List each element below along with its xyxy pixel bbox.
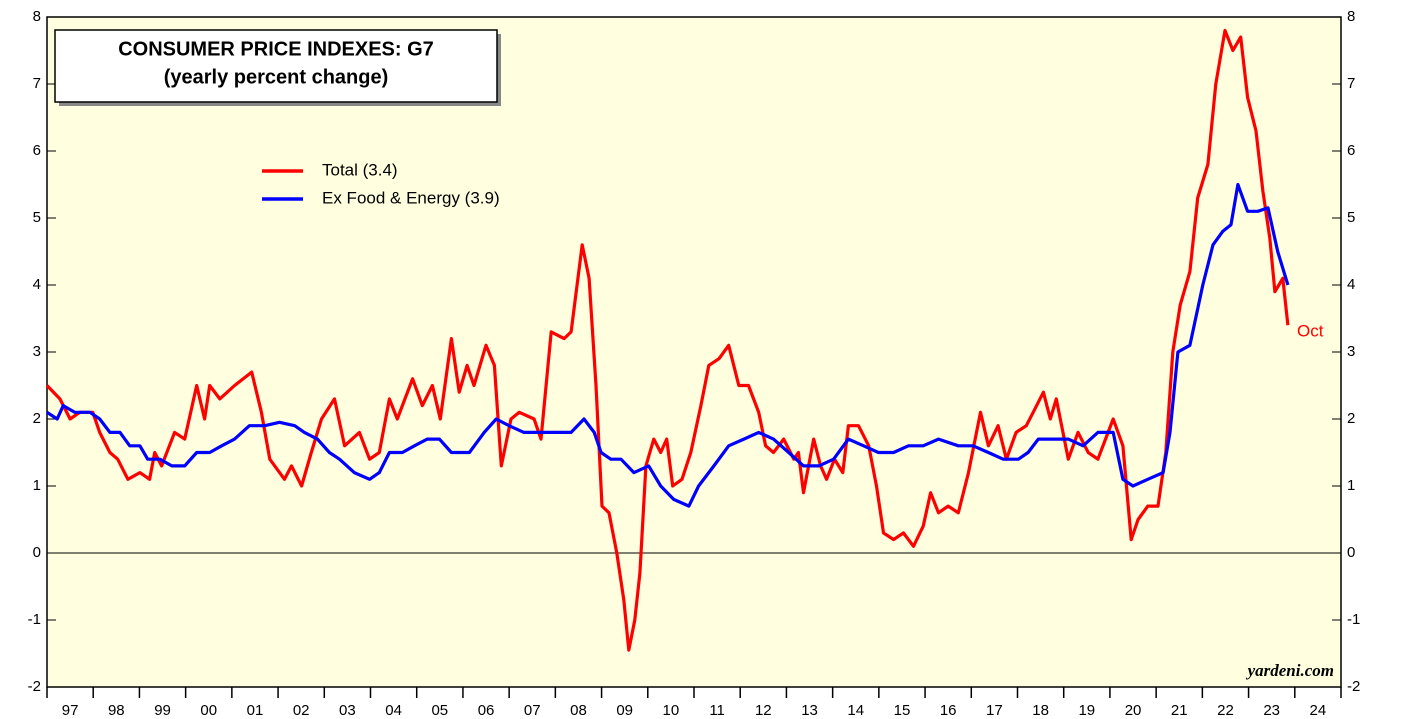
y2-tick-label: 8 xyxy=(1347,8,1355,25)
x-tick-label: 23 xyxy=(1263,702,1280,719)
y2-tick-label: 4 xyxy=(1347,276,1355,293)
y2-tick-label: 7 xyxy=(1347,75,1355,92)
y2-tick-label: 3 xyxy=(1347,343,1355,360)
legend-label: Total (3.4) xyxy=(322,160,398,179)
axes: -2 -2-1 -10 01 12 23 34 45 56 67 78 897 98 99 00 01 02 03… xyxy=(28,8,1361,719)
x-tick-label: 18 xyxy=(1032,702,1049,719)
x-tick-label: 98 xyxy=(108,702,125,719)
y-tick-label: 8 xyxy=(33,8,41,25)
x-tick-label: 17 xyxy=(986,702,1003,719)
x-tick-label: 00 xyxy=(200,702,217,719)
y-tick-label: -1 xyxy=(28,611,41,628)
x-tick-label: 10 xyxy=(663,702,680,719)
y2-tick-label: -1 xyxy=(1347,611,1360,628)
last-month-label: Oct xyxy=(1297,321,1324,340)
y-tick-label: 4 xyxy=(33,276,41,293)
x-tick-label: 06 xyxy=(478,702,495,719)
x-tick-label: 04 xyxy=(385,702,402,719)
x-tick-label: 97 xyxy=(62,702,79,719)
plot-area xyxy=(46,16,1342,688)
x-tick-label: 09 xyxy=(616,702,633,719)
x-tick-label: 11 xyxy=(709,702,725,719)
title-box xyxy=(54,29,498,103)
y-tick-label: 6 xyxy=(33,142,41,159)
y-tick-label: 5 xyxy=(33,209,41,226)
y2-tick-label: 0 xyxy=(1347,544,1355,561)
y-tick-label: 2 xyxy=(33,410,41,427)
y-tick-label: 0 xyxy=(33,544,41,561)
y-tick-label: -2 xyxy=(28,678,41,695)
source-label: yardeni.com xyxy=(1246,661,1334,680)
series-line xyxy=(45,28,1290,652)
y-tick-label: 7 xyxy=(33,75,41,92)
y-tick-label: 3 xyxy=(33,343,41,360)
x-tick-label: 05 xyxy=(431,702,448,719)
x-tick-label: 01 xyxy=(247,702,264,719)
x-tick-label: 14 xyxy=(847,702,864,719)
series-lines: Total (3.4) Ex Food & Energy (3.9) xyxy=(45,28,1290,652)
x-tick-label: 16 xyxy=(940,702,957,719)
chart-title: CONSUMER PRICE INDEXES: G7 xyxy=(118,38,434,60)
x-tick-label: 02 xyxy=(293,702,310,719)
x-tick-label: 19 xyxy=(1078,702,1095,719)
series-line xyxy=(46,182,1290,508)
x-tick-label: 20 xyxy=(1125,702,1142,719)
x-tick-label: 99 xyxy=(154,702,171,719)
y2-tick-label: -2 xyxy=(1347,678,1360,695)
x-tick-label: 22 xyxy=(1217,702,1234,719)
x-tick-label: 03 xyxy=(339,702,356,719)
y-tick-label: 1 xyxy=(33,477,41,494)
x-tick-label: 12 xyxy=(755,702,772,719)
x-tick-label: 08 xyxy=(570,702,587,719)
y2-tick-label: 2 xyxy=(1347,410,1355,427)
x-tick-label: 13 xyxy=(801,702,818,719)
x-tick-label: 24 xyxy=(1310,702,1327,719)
y2-tick-label: 1 xyxy=(1347,477,1355,494)
x-tick-label: 07 xyxy=(524,702,541,719)
legend-label: Ex Food & Energy (3.9) xyxy=(322,188,500,207)
x-tick-label: 21 xyxy=(1171,702,1188,719)
chart-subtitle: (yearly percent change) xyxy=(164,66,389,88)
x-tick-label: 15 xyxy=(894,702,911,719)
y2-tick-label: 6 xyxy=(1347,142,1355,159)
y2-tick-label: 5 xyxy=(1347,209,1355,226)
